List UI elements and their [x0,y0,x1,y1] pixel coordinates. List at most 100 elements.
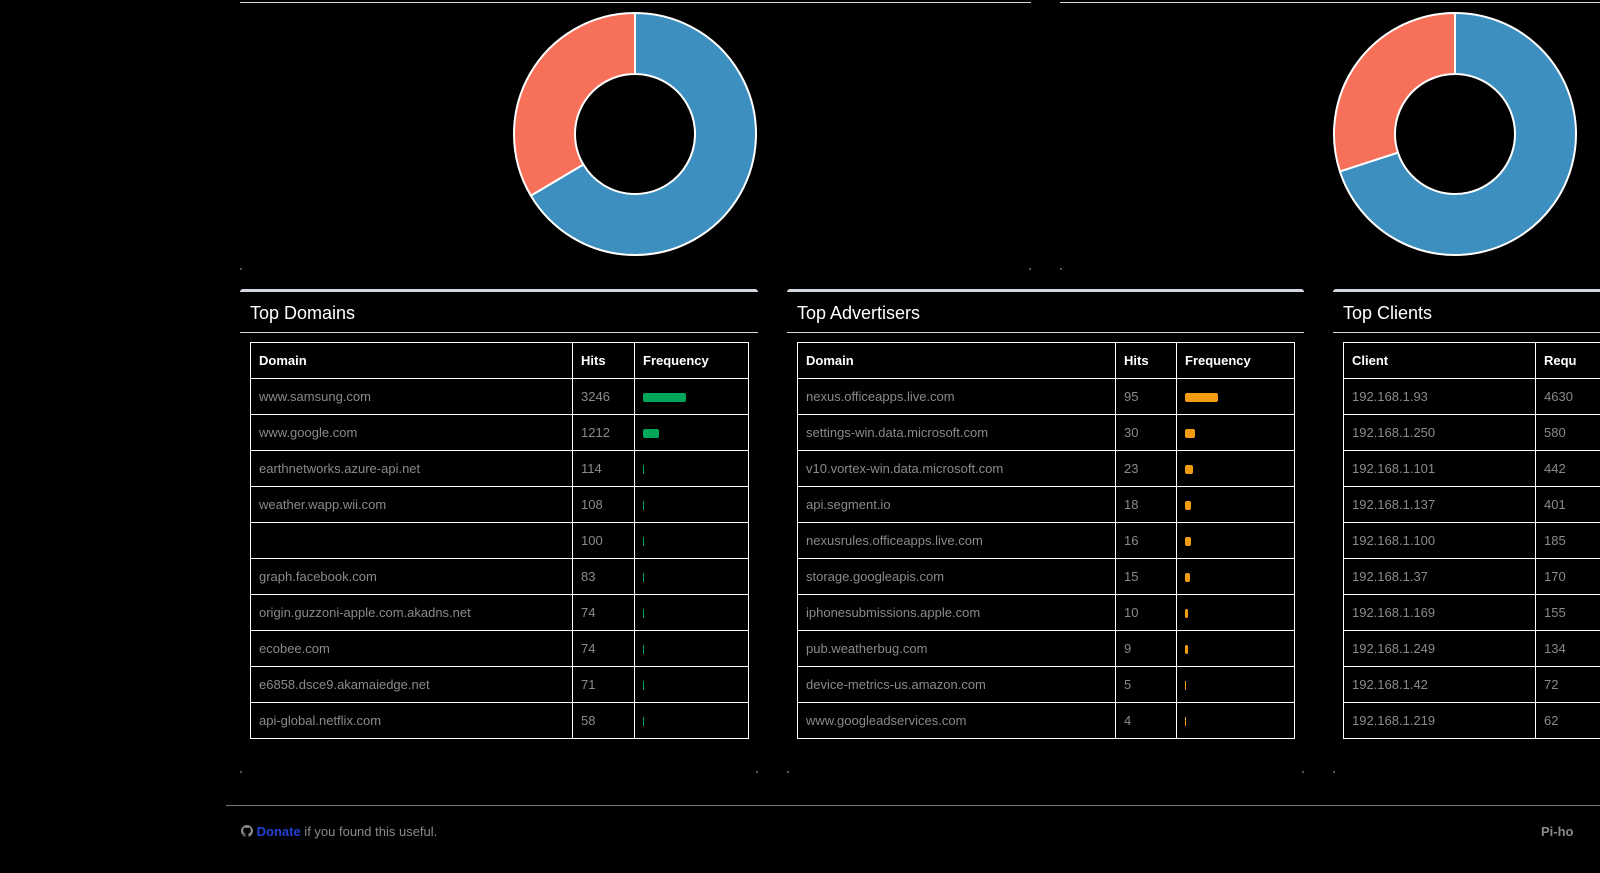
table-row: 192.168.1.42 72 [1343,666,1600,703]
domain-cell[interactable] [250,522,573,559]
donut-slice[interactable] [1333,11,1456,173]
frequency-cell [634,594,749,631]
domain-cell[interactable]: origin.guzzoni-apple.com.akadns.net [250,594,573,631]
frequency-bar [1185,393,1218,403]
table-row: 192.168.1.93 4630 [1343,378,1600,415]
client-cell[interactable]: 192.168.1.219 [1343,702,1536,739]
table-row: weather.wapp.wii.com 108 [250,486,749,523]
github-icon [241,825,253,837]
footer-donate-text: Donate if you found this useful. [241,824,437,839]
donut-slice[interactable] [1338,11,1577,256]
domain-cell[interactable]: pub.weatherbug.com [797,630,1116,667]
requests-cell: 155 [1535,594,1600,631]
domain-cell[interactable]: api-global.netflix.com [250,702,573,739]
table-row: iphonesubmissions.apple.com 10 [797,594,1295,631]
domain-cell[interactable]: nexus.officeapps.live.com [797,378,1116,415]
frequency-bar [1185,609,1188,619]
domain-cell[interactable]: api.segment.io [797,486,1116,523]
table-row: 192.168.1.137 401 [1343,486,1600,523]
column-header-hits[interactable]: Hits [572,342,635,379]
hits-cell: 74 [572,630,635,667]
donate-link[interactable]: Donate [256,824,301,839]
client-cell[interactable]: 192.168.1.42 [1343,666,1536,703]
table-row: storage.googleapis.com 15 [797,558,1295,595]
hits-cell: 108 [572,486,635,523]
client-cell[interactable]: 192.168.1.250 [1343,414,1536,451]
frequency-cell [634,558,749,595]
table-row: pub.weatherbug.com 9 [797,630,1295,667]
table-row: graph.facebook.com 83 [250,558,749,595]
domain-cell[interactable]: graph.facebook.com [250,558,573,595]
requests-cell: 170 [1535,558,1600,595]
domain-cell[interactable]: www.google.com [250,414,573,451]
domain-cell[interactable]: settings-win.data.microsoft.com [797,414,1116,451]
domain-cell[interactable]: earthnetworks.azure-api.net [250,450,573,487]
domain-cell[interactable]: ecobee.com [250,630,573,667]
frequency-cell [634,450,749,487]
hits-cell: 16 [1115,522,1177,559]
frequency-bar [643,645,644,655]
column-header-requests[interactable]: Requ [1535,342,1600,379]
client-cell[interactable]: 192.168.1.101 [1343,450,1536,487]
panel-corner [756,771,758,773]
frequency-cell [634,522,749,559]
frequency-bar [1185,465,1193,475]
column-header-hits[interactable]: Hits [1115,342,1177,379]
table-row: api.segment.io 18 [797,486,1295,523]
frequency-bar [643,393,686,403]
table-row: 192.168.1.37 170 [1343,558,1600,595]
table-row: nexus.officeapps.live.com 95 [797,378,1295,415]
column-header-domain[interactable]: Domain [797,342,1116,379]
frequency-cell [1176,378,1295,415]
column-header-frequency[interactable]: Frequency [1176,342,1295,379]
frequency-bar [643,573,644,583]
domain-cell[interactable]: e6858.dsce9.akamaiedge.net [250,666,573,703]
table-row: nexusrules.officeapps.live.com 16 [797,522,1295,559]
client-cell[interactable]: 192.168.1.93 [1343,378,1536,415]
frequency-bar [643,429,659,439]
client-cell[interactable]: 192.168.1.100 [1343,522,1536,559]
panel-corner [240,771,242,773]
hits-cell: 3246 [572,378,635,415]
hits-cell: 9 [1115,630,1177,667]
table-row: 192.168.1.250 580 [1343,414,1600,451]
client-cell[interactable]: 192.168.1.137 [1343,486,1536,523]
requests-cell: 134 [1535,630,1600,667]
left-donut-chart[interactable] [505,3,765,263]
domain-cell[interactable]: www.googleadservices.com [797,702,1116,739]
domain-cell[interactable]: iphonesubmissions.apple.com [797,594,1116,631]
hits-cell: 30 [1115,414,1177,451]
top-domains-header: Top Domains [240,292,758,333]
column-header-frequency[interactable]: Frequency [634,342,749,379]
top-advertisers-title: Top Advertisers [797,303,921,323]
table-row: 192.168.1.101 442 [1343,450,1600,487]
top-clients-header: Top Clients [1333,292,1600,333]
frequency-cell [1176,450,1295,487]
table-row: device-metrics-us.amazon.com 5 [797,666,1295,703]
donut-slice[interactable] [513,11,636,197]
hits-cell: 5 [1115,666,1177,703]
top-advertisers-table: Domain Hits Frequency nexus.officeapps.l… [797,342,1295,739]
donut-slice[interactable] [529,11,757,256]
table-row: www.samsung.com 3246 [250,378,749,415]
right-donut-chart[interactable] [1330,3,1600,263]
frequency-cell [634,414,749,451]
client-cell[interactable]: 192.168.1.37 [1343,558,1536,595]
top-clients-box: Top Clients Client Requ 192.168.1.93 4630… [1333,289,1600,777]
frequency-cell [1176,486,1295,523]
panel-corner [1333,771,1335,773]
client-cell[interactable]: 192.168.1.169 [1343,594,1536,631]
column-header-domain[interactable]: Domain [250,342,573,379]
hits-cell: 71 [572,666,635,703]
domain-cell[interactable]: device-metrics-us.amazon.com [797,666,1116,703]
domain-cell[interactable]: www.samsung.com [250,378,573,415]
domain-cell[interactable]: weather.wapp.wii.com [250,486,573,523]
left-chart-panel-top-border [240,2,1031,3]
domain-cell[interactable]: v10.vortex-win.data.microsoft.com [797,450,1116,487]
column-header-client[interactable]: Client [1343,342,1536,379]
domain-cell[interactable]: storage.googleapis.com [797,558,1116,595]
client-cell[interactable]: 192.168.1.249 [1343,630,1536,667]
hits-cell: 1212 [572,414,635,451]
requests-cell: 62 [1535,702,1600,739]
domain-cell[interactable]: nexusrules.officeapps.live.com [797,522,1116,559]
